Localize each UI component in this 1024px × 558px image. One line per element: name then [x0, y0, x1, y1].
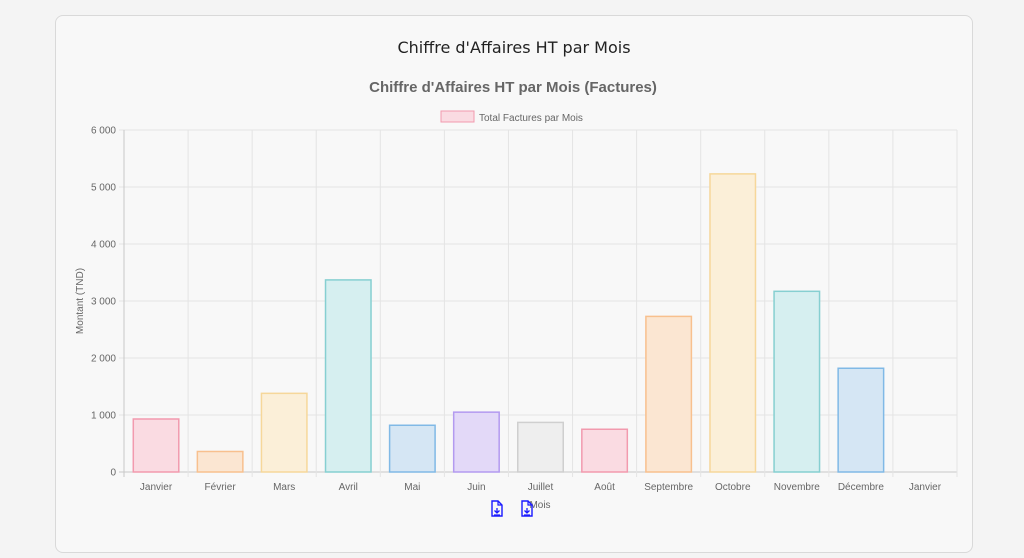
x-tick-label: Septembre [644, 482, 693, 493]
x-tick-label: Novembre [774, 482, 821, 493]
bar[interactable] [773, 290, 821, 473]
bar[interactable] [196, 450, 244, 473]
bar[interactable] [709, 173, 757, 473]
x-tick-label: Juin [467, 482, 485, 493]
card-title: Chiffre d'Affaires HT par Mois [397, 38, 631, 57]
x-tick-label: Janvier [909, 482, 942, 493]
chart-title: Chiffre d'Affaires HT par Mois (Factures… [369, 79, 657, 96]
file-download-icon[interactable] [488, 500, 506, 518]
bar[interactable] [132, 418, 180, 473]
legend-label: Total Factures par Mois [479, 113, 583, 124]
x-tick-label: Août [594, 482, 615, 493]
y-tick-label: 4 000 [91, 240, 116, 251]
x-axis-label: Mois [529, 500, 550, 511]
y-tick-label: 1 000 [91, 411, 116, 422]
y-axis: 0 1 000 2 000 3 000 4 000 5 000 6 000 [91, 126, 116, 479]
legend[interactable]: Total Factures par Mois [440, 110, 583, 124]
download-actions [0, 500, 1024, 523]
bar[interactable] [260, 392, 308, 473]
bar[interactable] [388, 424, 436, 473]
y-axis-label: Montant (TND) [75, 268, 86, 334]
y-tick-label: 3 000 [91, 297, 116, 308]
x-tick-label: Avril [339, 482, 358, 493]
bar[interactable] [645, 315, 693, 473]
x-tick-label: Décembre [838, 482, 885, 493]
bars [132, 173, 885, 473]
x-tick-label: Mars [273, 482, 295, 493]
x-tick-label: Mai [404, 482, 420, 493]
bar[interactable] [324, 279, 372, 473]
grid [119, 129, 958, 477]
x-tick-label: Janvier [140, 482, 173, 493]
x-tick-label: Octobre [715, 482, 751, 493]
x-tick-label: Février [205, 482, 237, 493]
legend-swatch [440, 110, 475, 123]
y-tick-label: 2 000 [91, 354, 116, 365]
bar[interactable] [517, 421, 564, 473]
y-tick-label: 5 000 [91, 183, 116, 194]
file-download-icon[interactable] [518, 500, 536, 518]
x-tick-label: Juillet [528, 482, 554, 493]
bar[interactable] [581, 428, 629, 473]
x-axis: Janvier Février Mars Avril Mai Juin Juillet Aoû… [140, 482, 942, 493]
y-tick-label: 6 000 [91, 126, 116, 137]
bar[interactable] [452, 411, 500, 473]
y-tick-label: 0 [110, 468, 116, 479]
bar[interactable] [837, 367, 885, 473]
